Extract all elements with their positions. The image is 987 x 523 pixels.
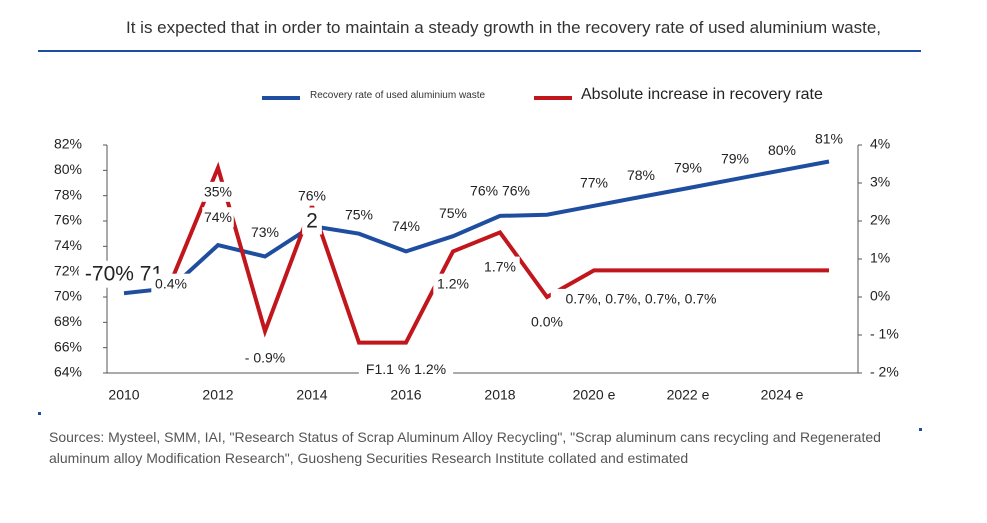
- data-label-background: [302, 207, 322, 235]
- data-label-background: [550, 288, 732, 309]
- right-y-tick-label: 3%: [870, 174, 890, 190]
- data-label-background: [719, 148, 751, 169]
- right-y-tick-label: - 2%: [870, 364, 899, 380]
- right-y-tick-label: 1%: [870, 250, 890, 266]
- data-label-background: [390, 216, 422, 237]
- legend-swatch-recovery-rate: [262, 96, 300, 100]
- legend-swatch-absolute-increase: [534, 96, 572, 100]
- left-y-tick-label: 80%: [54, 161, 82, 177]
- data-label-background: [296, 185, 328, 206]
- data-label: 78%: [627, 167, 655, 183]
- data-label: -70% 71: [85, 263, 163, 286]
- x-tick-label: 2012: [202, 387, 233, 403]
- left-y-tick-label: 64%: [54, 364, 82, 380]
- data-label-background: [202, 207, 234, 228]
- left-y-tick-label: 70%: [54, 288, 82, 304]
- source-note: Sources: Mysteel, SMM, IAI, "Research St…: [49, 429, 881, 466]
- x-tick-label: 2018: [484, 387, 515, 403]
- data-label-background: [151, 273, 191, 294]
- data-label-background: [358, 359, 454, 380]
- data-label: 79%: [721, 151, 749, 167]
- right-y-tick-label: 4%: [870, 136, 890, 152]
- data-label-background: [578, 173, 610, 193]
- x-tick-label: 2024 e: [761, 387, 804, 403]
- left-y-tick-label: 72%: [54, 262, 82, 278]
- data-label: 0.0%: [531, 313, 563, 329]
- data-label: 79%: [674, 160, 702, 176]
- data-label-background: [527, 311, 567, 332]
- data-label-background: [766, 140, 798, 161]
- x-tick-label: 2020 e: [573, 387, 616, 403]
- data-label: F1.1 % 1.2%: [366, 361, 446, 377]
- data-label: 81%: [815, 130, 843, 146]
- right-y-tick-label: 2%: [870, 212, 890, 228]
- left-y-tick-label: 68%: [54, 313, 82, 329]
- data-label: 77%: [580, 175, 608, 191]
- data-label: 73%: [251, 224, 279, 240]
- left-y-tick-label: 76%: [54, 212, 82, 228]
- x-tick-label: 2014: [296, 387, 327, 403]
- data-label: 1.2%: [437, 275, 469, 291]
- right-y-tick-label: 0%: [870, 288, 890, 304]
- left-y-tick-label: 82%: [54, 136, 82, 152]
- right-y-tick-label: - 1%: [870, 326, 899, 342]
- data-label-background: [813, 128, 845, 149]
- data-label: - 0.9%: [245, 350, 285, 366]
- data-label-background: [480, 256, 520, 277]
- x-tick-label: 2016: [390, 387, 421, 403]
- data-label: 76%: [298, 187, 326, 203]
- frame-corner-left: [38, 412, 41, 415]
- data-label-background: [343, 204, 375, 225]
- line-chart: 64% 66% 68% 70% 72% 74% 76% 78% 80% 82% - 2% - 1% 0%…: [54, 128, 899, 403]
- page-title: It is expected that in order to maintain…: [126, 18, 881, 37]
- left-y-tick-label: 78%: [54, 186, 82, 202]
- data-label-background: [625, 165, 657, 186]
- x-tick-label: 2022 e: [667, 387, 710, 403]
- data-label-background: [468, 180, 532, 201]
- data-label: 74%: [392, 218, 420, 234]
- data-label: 0.4%: [155, 275, 187, 291]
- data-label: 1.7%: [484, 258, 516, 274]
- data-label: 35%: [204, 184, 232, 200]
- data-label: 74%: [204, 209, 232, 225]
- data-label: 75%: [439, 205, 467, 221]
- data-label-background: [672, 157, 704, 178]
- data-label: 76% 76%: [470, 182, 530, 198]
- x-tick-label: 2010: [108, 387, 139, 403]
- data-label-background: [433, 273, 473, 294]
- data-label: 2: [306, 210, 318, 233]
- legend-label-recovery-rate: Recovery rate of used aluminium waste: [310, 90, 486, 101]
- title-divider: [38, 50, 921, 52]
- data-label-background: [437, 203, 469, 224]
- data-label: 0.7%, 0.7%, 0.7%, 0.7%: [566, 291, 717, 307]
- left-y-tick-label: 74%: [54, 237, 82, 253]
- data-label-background: [202, 181, 234, 202]
- data-label-background: [249, 222, 281, 243]
- left-y-tick-label: 66%: [54, 338, 82, 354]
- legend-label-absolute-increase: Absolute increase in recovery rate: [581, 86, 823, 103]
- frame-corner-right: [919, 428, 922, 431]
- data-label-background: [237, 347, 293, 368]
- data-label: 80%: [768, 142, 796, 158]
- data-label: 75%: [345, 206, 373, 222]
